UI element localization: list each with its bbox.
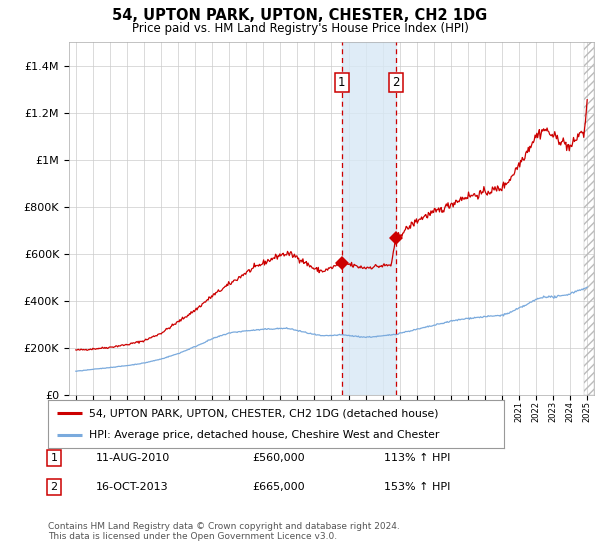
Text: £560,000: £560,000 bbox=[252, 453, 305, 463]
Text: 1: 1 bbox=[50, 453, 58, 463]
Text: 113% ↑ HPI: 113% ↑ HPI bbox=[384, 453, 451, 463]
Text: 153% ↑ HPI: 153% ↑ HPI bbox=[384, 482, 451, 492]
Text: 1: 1 bbox=[338, 76, 346, 89]
Text: 54, UPTON PARK, UPTON, CHESTER, CH2 1DG: 54, UPTON PARK, UPTON, CHESTER, CH2 1DG bbox=[112, 8, 488, 24]
Text: 54, UPTON PARK, UPTON, CHESTER, CH2 1DG (detached house): 54, UPTON PARK, UPTON, CHESTER, CH2 1DG … bbox=[89, 408, 439, 418]
Text: Contains HM Land Registry data © Crown copyright and database right 2024.
This d: Contains HM Land Registry data © Crown c… bbox=[48, 522, 400, 542]
Text: HPI: Average price, detached house, Cheshire West and Chester: HPI: Average price, detached house, Ches… bbox=[89, 430, 439, 440]
Text: Price paid vs. HM Land Registry's House Price Index (HPI): Price paid vs. HM Land Registry's House … bbox=[131, 22, 469, 35]
Text: 11-AUG-2010: 11-AUG-2010 bbox=[96, 453, 170, 463]
Text: £665,000: £665,000 bbox=[252, 482, 305, 492]
Text: 16-OCT-2013: 16-OCT-2013 bbox=[96, 482, 169, 492]
Text: 2: 2 bbox=[50, 482, 58, 492]
Text: 2: 2 bbox=[392, 76, 400, 89]
Bar bbox=[342, 42, 396, 395]
